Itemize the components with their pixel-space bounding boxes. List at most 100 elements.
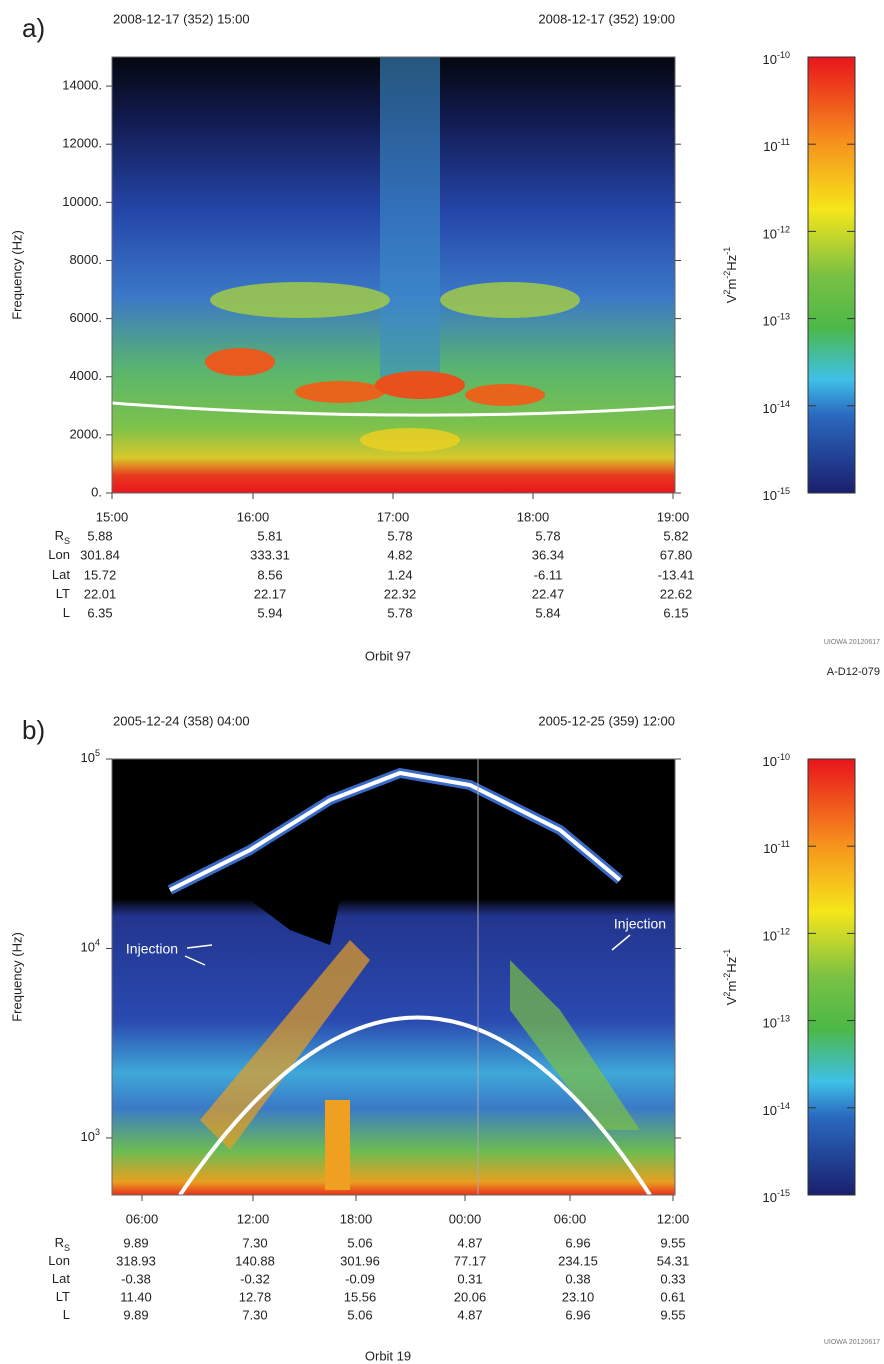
orbit-label: Orbit 97 bbox=[365, 648, 411, 663]
y-tick-label: 103 bbox=[81, 1127, 100, 1144]
row-value: 5.06 bbox=[347, 1307, 372, 1322]
row-value: 5.88 bbox=[87, 528, 112, 543]
end-time: 2005-12-25 (359) 12:00 bbox=[538, 713, 675, 728]
text-part: Lat bbox=[52, 1271, 70, 1286]
text-part: m bbox=[724, 981, 739, 992]
text-part: 10 bbox=[763, 227, 777, 242]
x-tick-label: 00:00 bbox=[449, 1211, 482, 1226]
text-part: 10 bbox=[763, 488, 777, 503]
text-part: 10 bbox=[763, 401, 777, 416]
panel-label: b) bbox=[22, 715, 45, 745]
row-value: 6.96 bbox=[565, 1307, 590, 1322]
y-tick-label: 104 bbox=[81, 938, 100, 955]
x-tick-label: 17:00 bbox=[377, 509, 410, 524]
panel-label: a) bbox=[22, 13, 45, 43]
colorbar-tick-label: 10-10 bbox=[763, 50, 790, 67]
colorbar bbox=[807, 56, 856, 494]
text-part: -10 bbox=[777, 752, 790, 762]
row-label: Lat bbox=[52, 567, 70, 582]
row-value: 4.87 bbox=[457, 1235, 482, 1250]
row-value: 5.84 bbox=[535, 605, 560, 620]
text-part: 10 bbox=[81, 940, 95, 955]
row-value: 22.62 bbox=[660, 586, 693, 601]
x-tick-label: 12:00 bbox=[237, 1211, 270, 1226]
row-value: 5.06 bbox=[347, 1235, 372, 1250]
text-part: 10 bbox=[81, 750, 95, 765]
row-label: RS bbox=[55, 1235, 70, 1253]
text-part: -1 bbox=[722, 247, 732, 255]
row-value: 67.80 bbox=[660, 547, 693, 562]
text-part: L bbox=[63, 605, 70, 620]
start-time: 2008-12-17 (352) 15:00 bbox=[113, 11, 250, 26]
row-value: 9.55 bbox=[660, 1235, 685, 1250]
x-tick-label: 18:00 bbox=[517, 509, 550, 524]
text-part: -12 bbox=[777, 927, 790, 937]
x-tick-label: 06:00 bbox=[554, 1211, 587, 1226]
colorbar-tick-label: 10-11 bbox=[763, 138, 790, 155]
text-part: -2 bbox=[722, 973, 732, 981]
y-axis-label: Frequency (Hz) bbox=[9, 230, 24, 320]
x-tick-label: 19:00 bbox=[657, 509, 690, 524]
spectrogram-a bbox=[112, 57, 675, 493]
text-part: L bbox=[63, 1307, 70, 1322]
id-label: A-D12-079 bbox=[827, 666, 880, 678]
row-value: 0.38 bbox=[565, 1271, 590, 1286]
row-label: Lon bbox=[48, 547, 70, 562]
y-tick-label: 14000. bbox=[62, 78, 102, 93]
text-part: Lon bbox=[48, 1253, 70, 1268]
colorbar-tick-label: 10-15 bbox=[763, 486, 790, 503]
row-value: 5.94 bbox=[257, 605, 282, 620]
colorbar-label: V2m-2Hz-1 bbox=[722, 949, 739, 1005]
row-value: 6.96 bbox=[565, 1235, 590, 1250]
colorbar bbox=[807, 758, 856, 1196]
row-value: 333.31 bbox=[250, 547, 290, 562]
text-part: LT bbox=[56, 1289, 70, 1304]
y-tick-label: 12000. bbox=[62, 136, 102, 151]
text-part: 2 bbox=[722, 992, 732, 997]
annotation: Injection bbox=[614, 916, 666, 932]
text-part: -14 bbox=[777, 1101, 790, 1111]
colorbar-tick-label: 10-11 bbox=[763, 840, 790, 857]
text-part: -10 bbox=[777, 50, 790, 60]
row-value: 318.93 bbox=[116, 1253, 156, 1268]
colorbar-tick-label: 10-12 bbox=[763, 927, 790, 944]
row-value: 9.89 bbox=[123, 1235, 148, 1250]
row-value: 23.10 bbox=[562, 1289, 595, 1304]
text-part: -15 bbox=[777, 486, 790, 496]
text-part: -14 bbox=[777, 399, 790, 409]
colorbar-tick-label: 10-13 bbox=[763, 1014, 790, 1031]
row-value: 1.24 bbox=[387, 567, 412, 582]
row-value: 22.17 bbox=[254, 586, 287, 601]
row-value: 5.78 bbox=[535, 528, 560, 543]
y-tick-label: 10000. bbox=[62, 194, 102, 209]
row-value: 7.30 bbox=[242, 1307, 267, 1322]
row-value: -0.38 bbox=[121, 1271, 151, 1286]
row-value: -6.11 bbox=[534, 567, 563, 582]
text-part: 5 bbox=[95, 748, 100, 758]
row-value: 54.31 bbox=[657, 1253, 690, 1268]
row-value: -0.32 bbox=[240, 1271, 270, 1286]
text-part: m bbox=[724, 279, 739, 290]
text-part: 2 bbox=[722, 290, 732, 295]
plot-frame bbox=[111, 758, 676, 1196]
row-label: LT bbox=[56, 1289, 70, 1304]
row-value: -0.09 bbox=[345, 1271, 375, 1286]
row-label: L bbox=[63, 605, 70, 620]
x-tick-label: 06:00 bbox=[126, 1211, 159, 1226]
row-value: 5.81 bbox=[257, 528, 282, 543]
row-value: 6.35 bbox=[87, 605, 112, 620]
text-part: 10 bbox=[81, 1129, 95, 1144]
text-part: -15 bbox=[777, 1188, 790, 1198]
row-value: 5.82 bbox=[663, 528, 688, 543]
colorbar-tick-label: 10-10 bbox=[763, 752, 790, 769]
y-tick-label: 4000. bbox=[69, 368, 102, 383]
text-part: -13 bbox=[777, 312, 790, 322]
row-value: 0.61 bbox=[660, 1289, 685, 1304]
row-value: 20.06 bbox=[454, 1289, 487, 1304]
text-part: V bbox=[724, 294, 739, 303]
arrow bbox=[184, 955, 206, 966]
text-part: 10 bbox=[763, 140, 777, 155]
row-value: 0.31 bbox=[457, 1271, 482, 1286]
text-part: 10 bbox=[763, 1016, 777, 1031]
x-tick-label: 12:00 bbox=[657, 1211, 690, 1226]
